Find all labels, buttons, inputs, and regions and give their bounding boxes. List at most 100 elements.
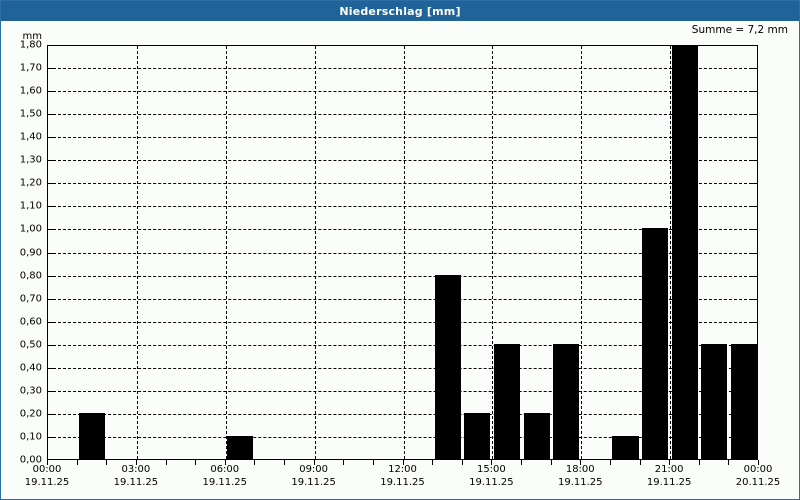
y-axis-tick-mark [752,91,757,93]
y-axis-tick-label: 0,50 [19,339,42,351]
x-axis-date-label: 19.11.25 [469,477,514,488]
y-axis-tick-label: 0,80 [19,270,42,282]
x-axis-tick-mark [402,460,404,465]
grid-line-horizontal [48,160,757,162]
x-axis-tick-mark [195,460,197,465]
x-axis-tick-label: 09:00 19.11.25 [291,463,336,489]
x-axis-tick-mark [580,460,582,465]
x-axis-tick-mark [76,460,78,465]
y-axis-tick-mark [48,436,53,438]
x-axis-time-label: 00:00 [743,464,773,475]
grid-line-horizontal [48,367,757,369]
x-axis-time-label: 03:00 [121,464,151,475]
x-axis-date-label: 20.11.25 [735,477,781,488]
y-axis-tick-mark [752,321,757,323]
bar [553,343,580,459]
y-axis-tick-mark [752,275,757,277]
x-axis-tick-mark [639,460,641,465]
x-axis-time-label: 12:00 [388,464,417,475]
x-axis-date-label: 19.11.25 [380,477,425,488]
y-axis-tick-mark [48,321,53,323]
bar [493,343,520,459]
x-axis-tick-mark [254,460,256,465]
y-axis-tick-mark [48,298,53,300]
x-axis-date-label: 19.11.25 [557,477,603,488]
y-axis-unit-label: mm [22,31,42,42]
grid-line-horizontal [48,390,757,392]
y-axis-tick-label: 1,70 [19,62,42,74]
x-axis-date-label: 19.11.25 [113,477,159,488]
y-axis-tick-label: 1,10 [19,200,42,212]
x-axis-tick-mark [106,460,108,465]
x-axis-tick-mark [521,460,522,465]
sum-annotation: Summe = 7,2 mm [691,24,788,36]
y-axis-tick-label: 0,90 [19,247,42,258]
grid-line-horizontal [48,114,757,116]
x-axis-tick-label: 00:00 19.11.25 [25,463,70,489]
grid-line-horizontal [48,252,757,254]
grid-line-horizontal [48,68,757,70]
y-axis-tick-label: 1,60 [19,85,42,97]
x-axis-time-label: 21:00 [654,464,684,475]
bar [523,412,550,459]
x-axis-tick-label: 21:00 19.11.25 [647,463,692,489]
grid-line-horizontal [48,206,757,208]
y-axis-tick-mark [48,183,53,185]
y-axis-tick-mark [48,160,53,162]
y-axis-tick-label: 0,60 [19,316,42,328]
grid-line-horizontal [48,413,757,415]
y-axis-tick-mark [48,390,53,392]
x-axis-tick-label: 03:00 19.11.25 [114,463,159,489]
x-axis-labels: 00:00 19.11.25 03:00 19.11.25 06:00 19.11.25 0… [1,463,799,497]
x-axis-tick-label: 06:00 19.11.25 [202,463,247,489]
x-axis-tick-mark [372,460,374,465]
y-axis-tick-label: 0,00 [19,454,42,466]
grid-line-vertical [314,46,316,459]
x-axis-time-label: 00:00 [32,464,62,475]
x-axis-tick-mark [432,460,434,465]
grid-line-vertical [670,46,672,459]
x-axis-tick-mark [313,460,315,465]
y-axis-tick-mark [48,229,53,231]
y-axis-tick-mark [48,206,53,208]
y-axis-tick-mark [752,252,757,254]
x-axis-tick-label: 00:00 20.11.25 [736,463,781,489]
grid-line-horizontal [48,321,757,323]
x-axis-tick-mark [550,460,552,465]
y-axis-tick-mark [48,275,53,277]
grid-line-vertical [581,46,583,459]
y-axis-tick-mark [752,137,757,139]
x-axis-time-label: 06:00 [210,464,240,475]
x-axis-tick-mark [609,460,611,465]
bar [434,274,461,459]
y-axis-tick-mark [752,229,757,231]
y-axis-tick-label: 1,40 [19,131,42,143]
bar [227,435,254,459]
x-axis-date-label: 19.11.25 [24,477,70,488]
x-axis-tick-mark [135,460,137,465]
y-axis-tick-mark [48,252,53,254]
grid-line-horizontal [48,275,757,277]
y-axis-tick-mark [752,206,757,208]
x-axis-tick-mark [165,460,167,465]
y-axis-tick-label: 0,40 [19,362,42,374]
y-axis-tick-label: 1,20 [19,177,42,189]
y-axis-tick-mark [48,413,53,415]
grid-line-vertical [403,46,405,459]
y-axis-tick-label: 1,50 [19,108,42,120]
window-title-bar: Niederschlag [mm] [1,1,799,21]
x-axis-tick-mark [669,460,671,465]
y-axis-tick-label: 0,20 [19,408,42,420]
y-axis-tick-label: 1,80 [19,39,42,51]
x-axis-tick-mark [698,460,700,465]
grid-line-horizontal [48,298,757,300]
x-axis-time-label: 15:00 [476,464,506,475]
x-axis-tick-mark [728,460,730,465]
x-axis-tick-mark [491,460,493,465]
x-axis-tick-mark [343,460,345,465]
page-title: Niederschlag [mm] [339,4,461,18]
y-axis: mm 0,00 0,10 0,20 0,30 0,40 0,50 0,60 0,70 0,80 0… [1,1,47,471]
x-axis-tick-label: 18:00 19.11.25 [558,463,603,489]
